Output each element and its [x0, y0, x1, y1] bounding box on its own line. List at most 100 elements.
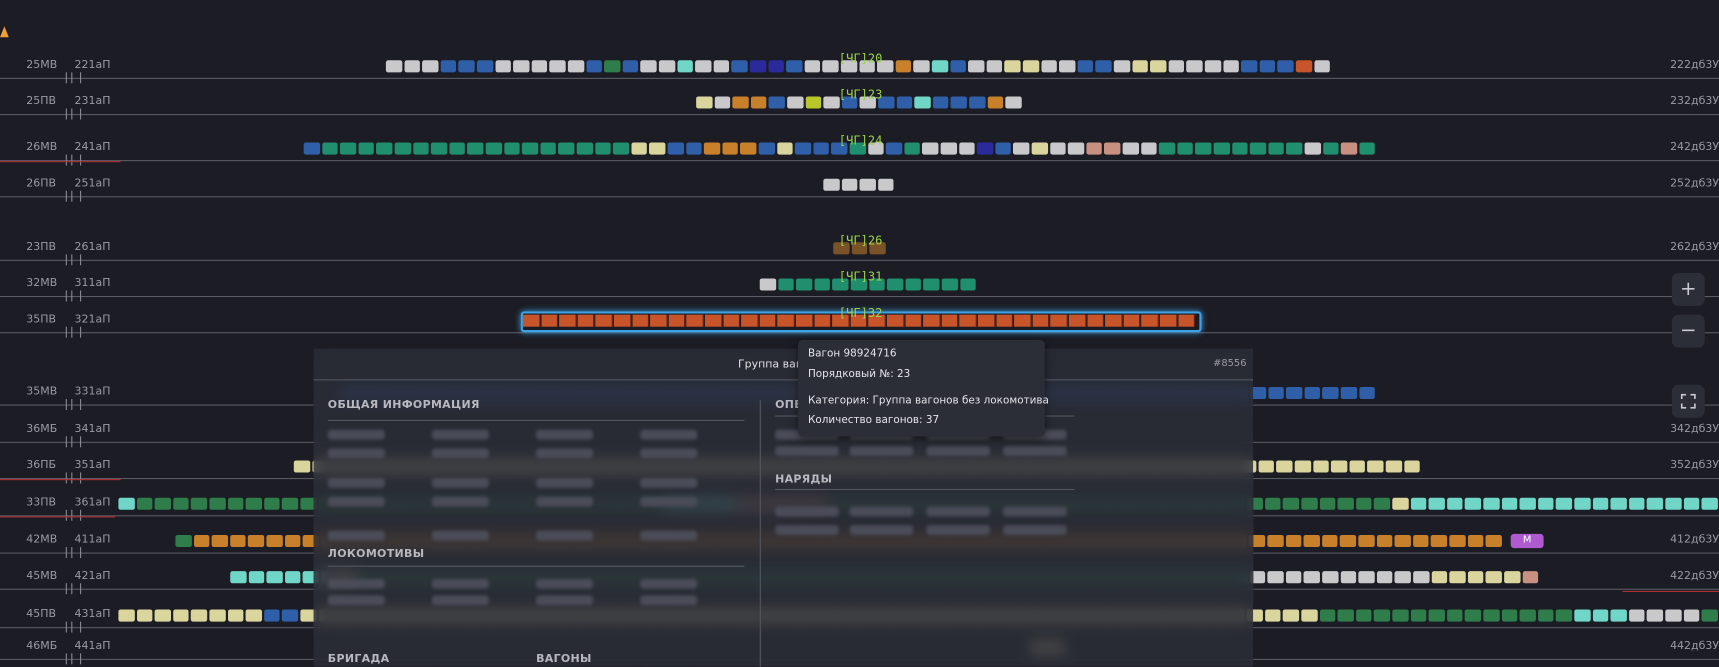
wagon[interactable] — [1276, 459, 1293, 472]
wagon[interactable] — [1105, 314, 1123, 327]
wagon[interactable] — [704, 314, 722, 327]
wagon[interactable] — [1446, 497, 1463, 510]
wagon[interactable] — [1223, 59, 1239, 72]
wagon[interactable] — [832, 314, 850, 327]
wagon[interactable] — [1413, 570, 1430, 583]
wagon[interactable] — [868, 277, 885, 290]
wagon[interactable] — [1392, 497, 1409, 510]
wagon[interactable] — [796, 277, 813, 290]
wagon[interactable] — [1701, 608, 1718, 622]
wagon[interactable] — [1501, 497, 1518, 510]
wagon[interactable] — [1104, 141, 1121, 155]
wagon[interactable] — [650, 314, 668, 327]
wagon[interactable] — [878, 95, 895, 108]
wagon[interactable] — [1322, 141, 1339, 155]
wagon[interactable] — [1177, 141, 1194, 155]
wagon[interactable] — [622, 59, 639, 72]
wagon[interactable] — [841, 95, 858, 108]
wagon[interactable] — [467, 141, 484, 155]
wagon[interactable] — [869, 241, 886, 254]
wagon[interactable] — [1465, 608, 1481, 622]
wagon[interactable] — [1449, 534, 1466, 547]
wagon[interactable] — [840, 59, 857, 72]
wagon[interactable] — [1574, 608, 1591, 622]
wagon[interactable] — [750, 95, 767, 108]
wagon[interactable] — [613, 141, 629, 155]
wagon[interactable] — [1295, 59, 1312, 72]
wagon[interactable] — [1610, 497, 1627, 510]
wagon[interactable] — [559, 314, 577, 327]
wagon[interactable] — [977, 141, 993, 155]
wagon[interactable] — [1267, 534, 1284, 547]
wagon[interactable] — [722, 141, 739, 155]
wagon[interactable] — [1022, 59, 1039, 72]
wagon[interactable] — [1285, 534, 1302, 547]
wagon[interactable] — [522, 314, 540, 327]
wagon[interactable] — [1376, 570, 1393, 583]
wagon[interactable] — [1504, 570, 1521, 583]
wagon[interactable] — [668, 314, 686, 327]
wagon[interactable] — [849, 141, 866, 155]
wagon[interactable] — [1314, 59, 1330, 72]
wagon[interactable] — [822, 59, 839, 72]
wagon[interactable] — [154, 497, 171, 510]
wagon[interactable] — [1340, 534, 1357, 547]
wagon[interactable] — [1301, 608, 1318, 622]
wagon[interactable] — [495, 59, 511, 72]
wagon[interactable] — [422, 59, 439, 72]
wagon[interactable] — [1556, 497, 1572, 510]
wagon[interactable] — [649, 141, 666, 155]
wagon[interactable] — [513, 59, 530, 72]
wagon[interactable] — [1358, 570, 1375, 583]
wagon[interactable] — [340, 141, 356, 155]
wagon[interactable] — [931, 59, 948, 72]
wagon[interactable] — [1355, 608, 1372, 622]
wagon[interactable] — [1304, 141, 1321, 155]
wagon[interactable] — [923, 277, 940, 290]
wagon[interactable] — [1140, 141, 1157, 155]
wagon[interactable] — [786, 59, 803, 72]
wagon[interactable] — [977, 314, 995, 327]
wagon[interactable] — [118, 608, 135, 622]
wagon[interactable] — [1122, 141, 1139, 155]
wagon[interactable] — [1556, 608, 1572, 622]
wagon[interactable] — [1304, 386, 1321, 399]
wagon[interactable] — [895, 59, 912, 72]
wagon[interactable] — [412, 141, 429, 155]
wagon[interactable] — [1301, 497, 1318, 510]
wagon[interactable] — [776, 141, 793, 155]
wagon[interactable] — [227, 608, 244, 622]
wagon[interactable] — [1376, 534, 1393, 547]
wagon[interactable] — [859, 95, 876, 108]
wagon[interactable] — [1277, 59, 1294, 72]
wagon[interactable] — [1574, 497, 1591, 510]
wagon[interactable] — [1485, 570, 1502, 583]
wagon[interactable] — [823, 95, 840, 108]
wagon[interactable] — [449, 141, 466, 155]
wagon[interactable] — [823, 178, 840, 191]
wagon[interactable] — [1592, 497, 1609, 510]
wagon[interactable] — [741, 314, 759, 327]
wagon[interactable] — [549, 59, 566, 72]
wagon[interactable] — [1337, 497, 1354, 510]
wagon[interactable] — [458, 59, 475, 72]
wagon[interactable] — [1159, 314, 1177, 327]
wagon[interactable] — [1610, 608, 1627, 622]
wagon[interactable] — [1086, 141, 1103, 155]
wagon[interactable] — [227, 497, 244, 510]
wagon[interactable] — [263, 497, 280, 510]
wagon[interactable] — [787, 95, 804, 108]
wagon[interactable] — [1340, 141, 1357, 155]
wagon[interactable] — [1068, 314, 1086, 327]
wagon[interactable] — [959, 277, 976, 290]
wagon[interactable] — [266, 534, 283, 547]
wagon[interactable] — [248, 570, 265, 583]
wagon[interactable] — [749, 59, 766, 72]
wagon[interactable] — [841, 178, 858, 191]
wagon[interactable] — [1168, 59, 1185, 72]
wagon[interactable] — [1410, 608, 1427, 622]
wagon[interactable] — [1268, 141, 1285, 155]
wagon[interactable] — [1465, 497, 1481, 510]
wagon[interactable] — [1303, 534, 1320, 547]
wagon[interactable] — [263, 608, 280, 622]
